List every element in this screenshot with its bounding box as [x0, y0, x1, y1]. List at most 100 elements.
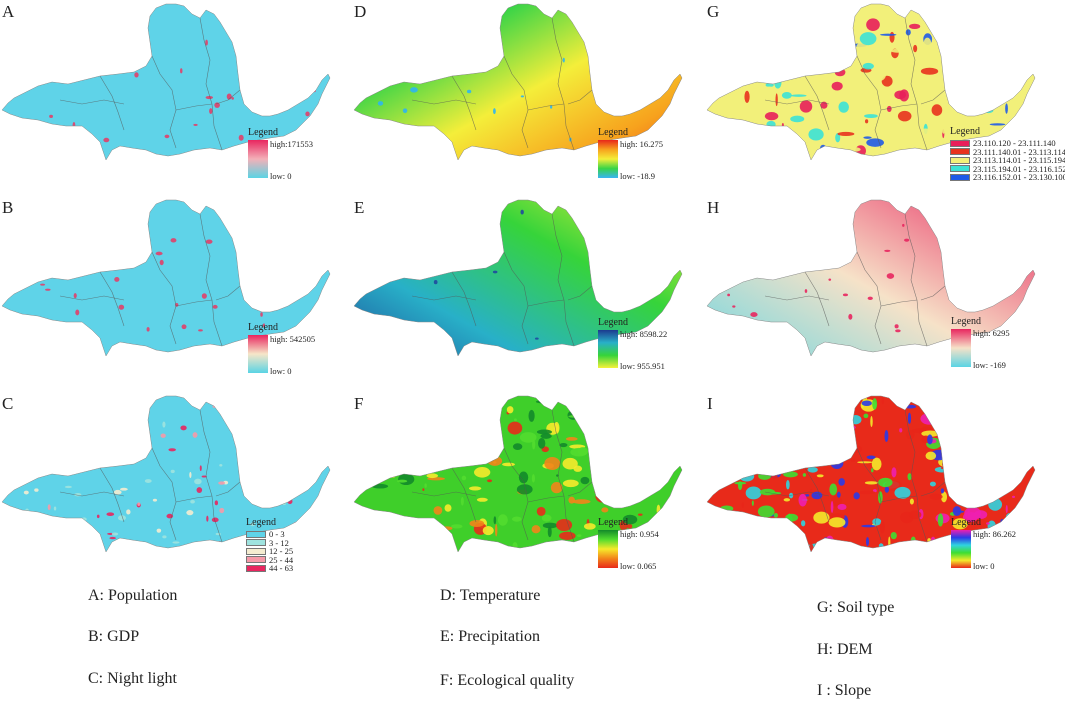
basin-map	[706, 199, 1036, 357]
caption-1: A: Population	[88, 587, 178, 604]
legend-high-label: high: 16.275	[620, 139, 663, 149]
basin-map	[353, 199, 683, 357]
basin-map	[706, 395, 1036, 553]
map-legend: Legend high: 8598.22 low: 955.951	[598, 318, 678, 370]
legend-swatch	[246, 539, 266, 547]
legend-class-label: 23.115.194.01 - 23.116.152	[973, 163, 1065, 174]
legend-class-row: 23.113.114.01 - 23.115.194	[950, 156, 1065, 165]
legend-class-row: 12 - 25	[246, 547, 293, 556]
legend-high-label: high: 8598.22	[620, 329, 668, 339]
legend-swatch	[950, 156, 970, 164]
legend-title: Legend	[598, 127, 628, 138]
basin-map	[353, 395, 683, 553]
caption-4: D: Temperature	[440, 587, 541, 604]
map-panel-i: I Legend high: 86.262 low: 0	[705, 392, 1045, 582]
panel-letter: D	[354, 2, 367, 21]
legend-color-ramp	[951, 530, 971, 568]
legend-class-row: 23.115.194.01 - 23.116.152	[950, 163, 1065, 174]
basin-map	[353, 3, 683, 161]
legend-swatch	[950, 148, 970, 156]
legend-swatch	[950, 139, 970, 147]
basin-map	[1, 3, 331, 161]
basin-map	[1, 199, 331, 357]
legend-swatch	[950, 173, 970, 181]
legend-low-label: low: 0	[270, 171, 292, 181]
legend-swatch	[246, 564, 266, 572]
caption-2: B: GDP	[88, 628, 140, 645]
legend-color-ramp	[248, 335, 268, 373]
panel-letter: E	[354, 198, 365, 217]
legend-swatch	[950, 165, 970, 173]
legend-low-label: low: 0.065	[620, 561, 657, 571]
panel-letter: B	[2, 198, 14, 217]
legend-low-label: low: -169	[973, 360, 1006, 370]
panel-letter: C	[2, 394, 14, 413]
legend-low-label: low: -18.9	[620, 171, 655, 181]
legend-class-label: 44 - 63	[269, 563, 294, 573]
legend-title: Legend	[248, 322, 278, 333]
legend-color-ramp	[598, 140, 618, 178]
panel-letter: A	[2, 2, 15, 21]
map-panel-a: A Legend high:171553 low: 0	[0, 0, 340, 190]
legend-color-ramp	[248, 140, 268, 178]
legend-title: Legend	[951, 316, 981, 327]
legend-high-label: high: 6295	[973, 328, 1010, 338]
legend-class-label: 23.111.140.01 - 23.113.114	[973, 146, 1065, 157]
map-panel-b: B Legend high: 542505 low: 0	[0, 196, 340, 386]
legend-class-label: 23.113.114.01 - 23.115.194	[973, 155, 1065, 165]
map-legend: Legend 23.110.120 - 23.111.140 23.111.140.…	[950, 127, 1065, 182]
map-legend: Legend high: 542505 low: 0	[248, 323, 328, 375]
map-legend: Legend high: 16.275 low: -18.9	[598, 128, 678, 180]
caption-3: C: Night light	[88, 670, 177, 687]
caption-6: F: Ecological quality	[440, 672, 575, 689]
legend-low-label: low: 0	[973, 561, 995, 571]
legend-class-row: 3 - 12	[246, 538, 293, 548]
legend-class-row: 23.116.152.01 - 23.130.100	[950, 173, 1065, 182]
basin-map	[1, 395, 331, 553]
legend-color-ramp	[598, 330, 618, 368]
legend-high-label: high: 0.954	[620, 529, 659, 539]
map-panel-g: G Legend 23.110.120 - 23.111.140 23.111.140…	[705, 0, 1065, 190]
legend-title: Legend	[248, 127, 278, 138]
panel-letter: F	[354, 394, 364, 413]
caption-5: E: Precipitation	[440, 628, 540, 645]
legend-swatch	[246, 547, 266, 555]
legend-color-ramp	[951, 329, 971, 367]
legend-class-row: 23.110.120 - 23.111.140	[950, 139, 1065, 148]
legend-high-label: high:171553	[270, 139, 313, 149]
legend-high-label: high: 86.262	[973, 529, 1016, 539]
panel-letter: I	[707, 394, 713, 413]
map-panel-d: D Legend high: 16.275 low: -18.9	[352, 0, 692, 190]
legend-title: Legend	[598, 517, 628, 528]
legend-swatch	[246, 556, 266, 564]
caption-8: H: DEM	[817, 641, 873, 658]
legend-title: Legend	[951, 517, 981, 528]
panel-letter: H	[707, 198, 720, 217]
legend-class-row: 0 - 3	[246, 530, 293, 539]
legend-high-label: high: 542505	[270, 334, 316, 344]
legend-color-ramp	[598, 530, 618, 568]
map-legend: Legend high:171553 low: 0	[248, 128, 328, 180]
map-legend: Legend high: 6295 low: -169	[951, 317, 1031, 369]
legend-class-label: 0 - 3	[269, 529, 285, 539]
caption-9: I : Slope	[817, 682, 872, 699]
map-legend: Legend high: 86.262 low: 0	[951, 518, 1031, 570]
panel-letter: G	[707, 2, 720, 21]
legend-class-row: 23.111.140.01 - 23.113.114	[950, 146, 1065, 157]
map-panel-f: F Legend high: 0.954 low: 0.065	[352, 392, 692, 582]
basin-map	[706, 3, 1036, 161]
legend-low-label: low: 0	[270, 366, 292, 376]
legend-title: Legend	[246, 517, 276, 528]
legend-class-row: 25 - 44	[246, 554, 294, 565]
map-panel-h: H Legend high: 6295 low: -169	[705, 196, 1045, 386]
caption-7: G: Soil type	[817, 599, 895, 616]
legend-class-label: 25 - 44	[269, 554, 294, 565]
legend-class-row: 44 - 63	[246, 564, 293, 573]
legend-class-label: 12 - 25	[269, 546, 294, 556]
legend-title: Legend	[950, 126, 980, 137]
legend-title: Legend	[598, 317, 628, 328]
legend-low-label: low: 955.951	[620, 361, 665, 371]
legend-swatch	[246, 530, 266, 538]
